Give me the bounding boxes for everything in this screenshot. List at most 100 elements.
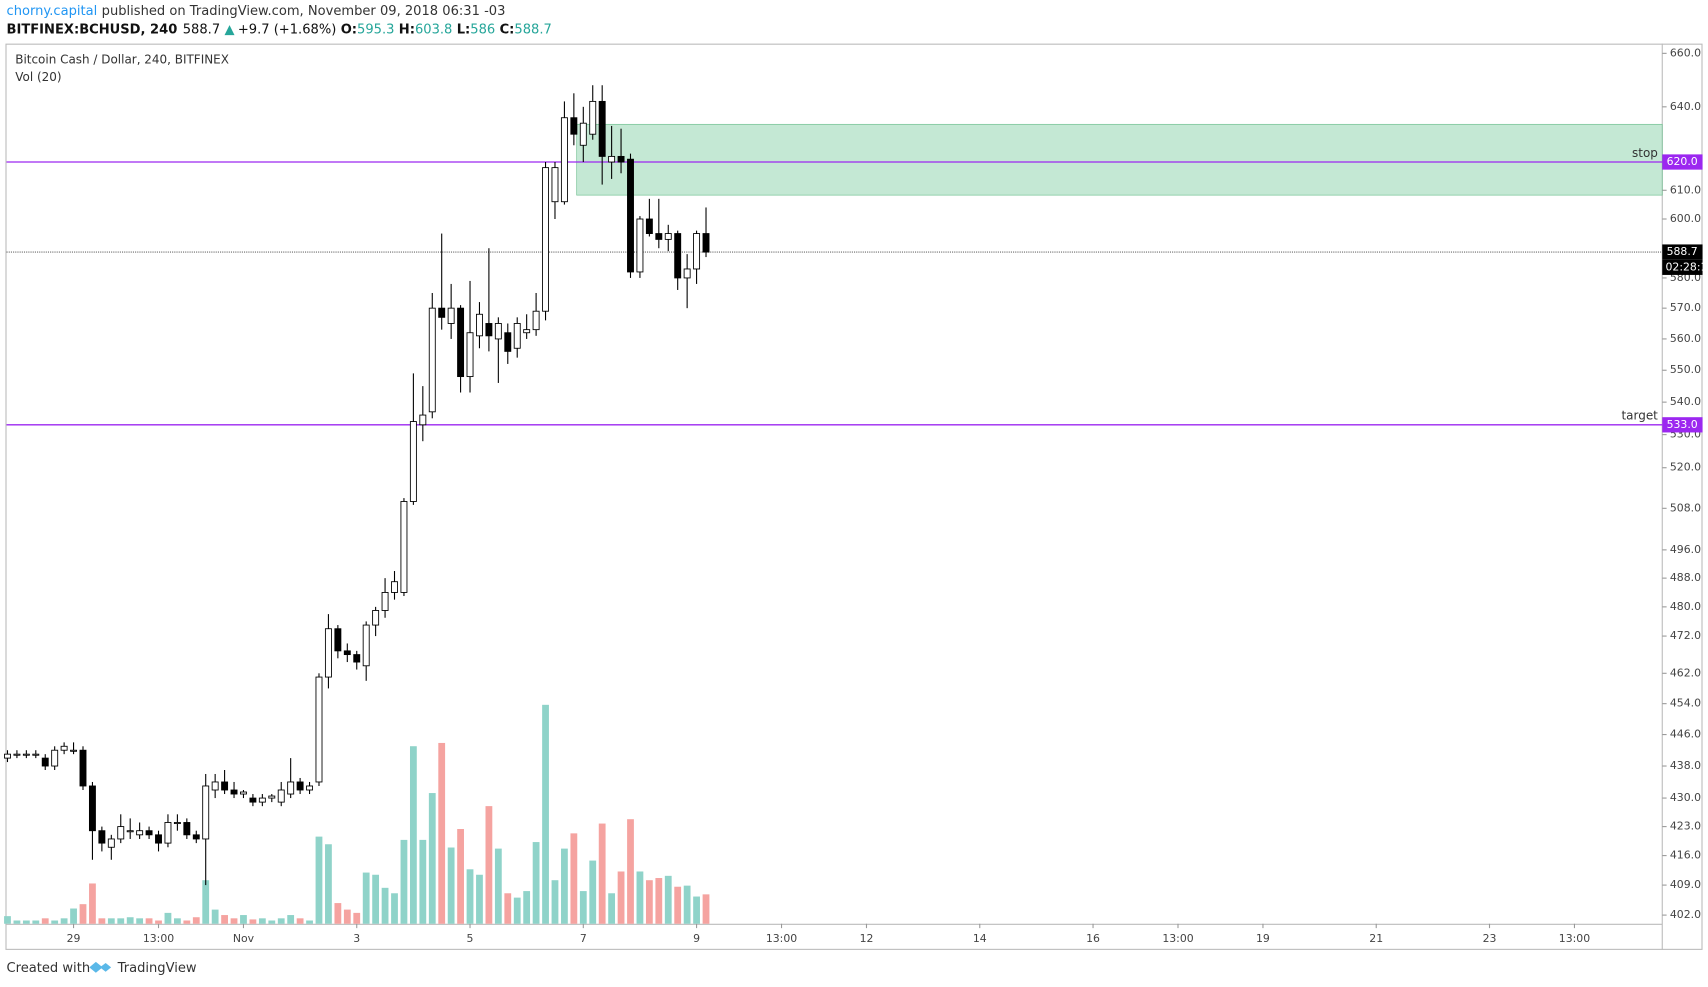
- author[interactable]: chorny.capital: [7, 3, 98, 18]
- candle-body: [315, 676, 323, 783]
- candle-body: [683, 268, 691, 279]
- y-tick-label: 454.0: [1670, 697, 1701, 710]
- candle-body: [79, 749, 87, 787]
- symbol: BITFINEX:BCHUSD, 240: [7, 22, 178, 37]
- x-tick-label: 14: [973, 932, 987, 945]
- candle-body: [532, 310, 540, 331]
- y-tick-label: 430.0: [1670, 791, 1701, 804]
- candle-body: [221, 781, 229, 791]
- candle-body: [476, 313, 483, 337]
- volume-bar: [211, 909, 219, 924]
- volume-bar: [561, 848, 568, 924]
- candle-body: [391, 581, 398, 593]
- candle-body: [117, 826, 125, 840]
- volume-bar: [4, 916, 11, 924]
- x-tick-label: 5: [467, 932, 474, 945]
- candle-body: [41, 757, 49, 767]
- y-tick-label: 610.0: [1670, 183, 1701, 196]
- y-tick-label: 540.0: [1670, 395, 1701, 408]
- volume-bar: [164, 912, 172, 924]
- candle-body: [192, 834, 200, 840]
- volume-bar: [372, 874, 380, 924]
- h-label: H:: [399, 22, 415, 37]
- candle-body: [98, 830, 106, 844]
- candle-body: [277, 789, 285, 803]
- volume-bar: [51, 920, 59, 924]
- y-tick-label: 600.0: [1670, 212, 1701, 225]
- candle-body: [51, 749, 59, 767]
- candle-body: [447, 307, 455, 324]
- volume-bar: [155, 920, 162, 924]
- candle-body: [655, 233, 663, 240]
- y-tick-label: 660.0: [1670, 46, 1701, 59]
- volume-bar: [353, 912, 361, 924]
- candle-body: [70, 749, 78, 752]
- volume-bar: [13, 920, 21, 924]
- y-tick-label: 496.0: [1670, 543, 1701, 556]
- candle-body: [551, 167, 559, 203]
- current-price-label: 588.7: [1667, 245, 1698, 258]
- candle-body: [608, 155, 616, 163]
- volume-bar: [523, 891, 531, 924]
- level-tag: [1662, 417, 1703, 433]
- volume-bar: [107, 918, 115, 924]
- level-tag-label: 620.0: [1667, 155, 1698, 168]
- volume-bar: [627, 819, 634, 924]
- volume-bar: [343, 909, 351, 924]
- candle-body: [485, 323, 493, 337]
- candle-body: [296, 781, 304, 791]
- volume-bar: [22, 920, 30, 924]
- volume-bar: [542, 704, 549, 924]
- zone: [576, 123, 1663, 196]
- candle-body: [457, 307, 465, 378]
- volume-bar: [117, 918, 125, 924]
- candle-body: [173, 822, 181, 825]
- volume-bar: [664, 875, 672, 924]
- x-tick-label: 13:00: [143, 932, 174, 945]
- candle-body: [664, 233, 672, 240]
- candle-body: [164, 822, 172, 844]
- footer-brand[interactable]: TradingView: [117, 961, 197, 976]
- x-tick-label: 9: [693, 932, 700, 945]
- l-label: L:: [457, 22, 471, 37]
- candle-body: [645, 218, 653, 234]
- x-tick-label: 16: [1086, 932, 1100, 945]
- candle-body: [258, 797, 266, 803]
- volume-bar: [674, 886, 682, 924]
- candle-body: [409, 421, 417, 502]
- x-tick-label: 23: [1483, 932, 1497, 945]
- candle-body: [381, 592, 389, 611]
- x-tick-label: 21: [1369, 932, 1383, 945]
- candle-body: [702, 233, 710, 253]
- y-tick-label: 423.0: [1670, 820, 1701, 833]
- candle-body: [494, 323, 502, 340]
- volume-bar: [173, 918, 181, 924]
- volume-bar: [287, 915, 295, 924]
- candle-body: [438, 307, 446, 318]
- candle-body: [334, 628, 342, 652]
- candle-body: [136, 830, 144, 836]
- candle-body: [88, 785, 96, 832]
- y-tick-label: 488.0: [1670, 571, 1701, 584]
- volume-bar: [457, 829, 464, 924]
- candle-body: [579, 122, 587, 146]
- y-tick-label: 409.0: [1670, 878, 1701, 891]
- x-tick-label: 29: [67, 932, 81, 945]
- volume-bar: [32, 920, 40, 924]
- candle-body: [268, 795, 276, 799]
- change: +9.7 (+1.68%): [238, 22, 337, 37]
- candle-body: [183, 822, 191, 836]
- plot: 660.0640.0610.0600.0580.0570.0560.0550.0…: [4, 46, 1707, 945]
- volume-bar: [409, 746, 417, 924]
- candle-body: [589, 100, 597, 135]
- volume-bar: [683, 885, 691, 924]
- y-tick-label: 640.0: [1670, 100, 1701, 113]
- volume-bar: [636, 871, 644, 924]
- c-value: 588.7: [514, 22, 551, 37]
- x-tick-label: Nov: [233, 932, 255, 945]
- published: published on TradingView.com, November 0…: [102, 3, 506, 18]
- volume-bar: [504, 893, 512, 924]
- volume-bar: [570, 833, 578, 924]
